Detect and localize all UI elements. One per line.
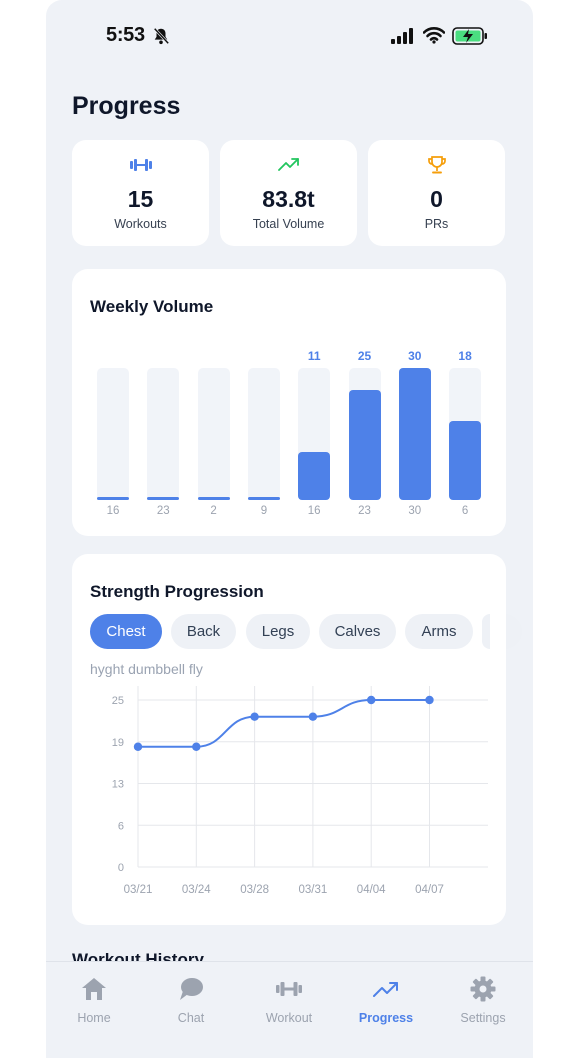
signal-icon: [391, 28, 413, 44]
bar-column: 30 30: [398, 349, 431, 517]
tab-settings[interactable]: Settings: [443, 974, 523, 1025]
bar-value-label: 25: [357, 349, 372, 363]
y-tick-label: 13: [112, 779, 124, 791]
tab-workout[interactable]: Workout: [249, 974, 329, 1025]
bar-category-label: 9: [260, 505, 268, 517]
chip-chest[interactable]: Chest: [90, 614, 162, 649]
chip-partial: [482, 614, 490, 649]
strength-line-chart: 25 19 13 6 003/21 03/24 03/28 03/31 04/04 04/07: [112, 686, 488, 896]
data-point: [425, 695, 434, 705]
data-point: [367, 695, 376, 705]
stat-value: 15: [127, 186, 154, 212]
bar-column: 18 6: [449, 349, 482, 517]
chip-arms[interactable]: Arms: [405, 614, 473, 649]
tab-label: Progress: [358, 1011, 414, 1025]
bar-column: 23: [147, 368, 180, 517]
bar-category-label: 16: [307, 505, 321, 517]
tab-bar: Home Chat Workout: [46, 961, 533, 1058]
stat-card-prs: 0 PRs: [368, 140, 505, 246]
weekly-volume-chart: 16 23 2 9 11 16 25 23 30 30 18 6: [72, 269, 506, 536]
x-tick-label: 03/28: [240, 884, 269, 896]
wifi-icon: [423, 27, 445, 44]
bar-category-label: 6: [461, 505, 469, 517]
y-tick-label: 0: [118, 862, 124, 874]
trending-up-icon: [277, 158, 299, 171]
chat-icon: [180, 978, 203, 1000]
stat-card-total-volume: 83.8t Total Volume: [220, 140, 357, 246]
bar-column: 2: [197, 368, 230, 517]
tab-label: Workout: [265, 1011, 313, 1025]
chip-back[interactable]: Back: [171, 614, 236, 649]
bar: [97, 497, 129, 500]
x-tick-label: 03/21: [124, 884, 153, 896]
x-tick-label: 03/24: [182, 884, 211, 896]
stat-label: Workouts: [114, 217, 167, 231]
strength-progression-title: Strength Progression: [90, 582, 264, 601]
bar-column: 9: [247, 368, 280, 517]
stat-value: 83.8t: [262, 186, 315, 212]
gear-icon: [470, 976, 496, 1002]
bar-category-label: 30: [408, 505, 422, 517]
bar: [147, 497, 180, 500]
battery-charging-icon: [452, 27, 487, 45]
weekly-volume-title: Weekly Volume: [90, 297, 214, 316]
page-title: Progress: [72, 92, 181, 120]
bar-track: [197, 368, 230, 500]
trending-up-icon: [373, 982, 398, 997]
home-icon: [82, 978, 106, 1000]
stat-label: PRs: [424, 217, 449, 231]
tab-chat[interactable]: Chat: [151, 974, 231, 1025]
bar-column: 16: [97, 368, 129, 517]
tab-home[interactable]: Home: [54, 974, 134, 1025]
bar-column: 11 16: [298, 349, 331, 517]
tab-label: Chat: [177, 1011, 205, 1025]
chip-calves[interactable]: Calves: [319, 614, 396, 649]
bell-off-icon: [153, 27, 170, 45]
x-tick-label: 04/07: [415, 884, 444, 896]
tab-label: Home: [77, 1011, 111, 1025]
y-tick-label: 25: [112, 695, 124, 707]
bar: [247, 497, 280, 500]
app-screen: 5:53 Progress: [46, 0, 533, 1058]
chip-legs[interactable]: Legs: [246, 614, 310, 649]
stat-card-workouts: 15 Workouts: [72, 140, 209, 246]
bar-value-label: 18: [458, 349, 472, 363]
bar: [449, 420, 482, 500]
weekly-volume-card: Weekly Volume 16 23 2 9 11 16 25 23 30 30 18 6: [72, 269, 506, 536]
bar-track: [247, 368, 280, 500]
stat-value: 0: [430, 186, 443, 212]
x-tick-label: 04/04: [357, 884, 386, 896]
tab-progress[interactable]: Progress: [346, 974, 426, 1025]
strength-progression-card: Strength Progression Chest Back Legs Cal…: [72, 554, 522, 925]
data-point: [192, 742, 201, 751]
bar-value-label: 11: [307, 349, 321, 363]
exercise-name: hyght dumbbell fly: [90, 661, 203, 677]
bar: [348, 390, 381, 500]
stat-label: Total Volume: [252, 217, 325, 231]
data-point: [133, 742, 143, 751]
bar-category-label: 16: [106, 505, 120, 517]
bar: [197, 497, 230, 500]
trophy-icon: [427, 156, 446, 174]
bar-category-label: 23: [358, 505, 371, 517]
bar-category-label: 23: [156, 505, 170, 517]
y-tick-label: 6: [118, 820, 124, 832]
dumbbell-icon: [129, 159, 152, 171]
bar-track: [97, 368, 129, 500]
data-point: [250, 712, 259, 721]
bar-value-label: 30: [408, 349, 422, 363]
bar-track: [147, 368, 180, 500]
data-point: [308, 712, 318, 721]
series-line: [138, 699, 430, 748]
tab-label: Settings: [460, 1011, 506, 1025]
bar-column: 25 23: [348, 349, 381, 517]
status-time: 5:53: [106, 24, 145, 46]
y-tick-label: 19: [112, 737, 124, 749]
bar-category-label: 2: [210, 505, 217, 517]
bar: [298, 451, 331, 500]
dumbbell-icon: [276, 982, 302, 996]
x-tick-label: 03/31: [299, 884, 328, 896]
bar: [398, 368, 431, 500]
